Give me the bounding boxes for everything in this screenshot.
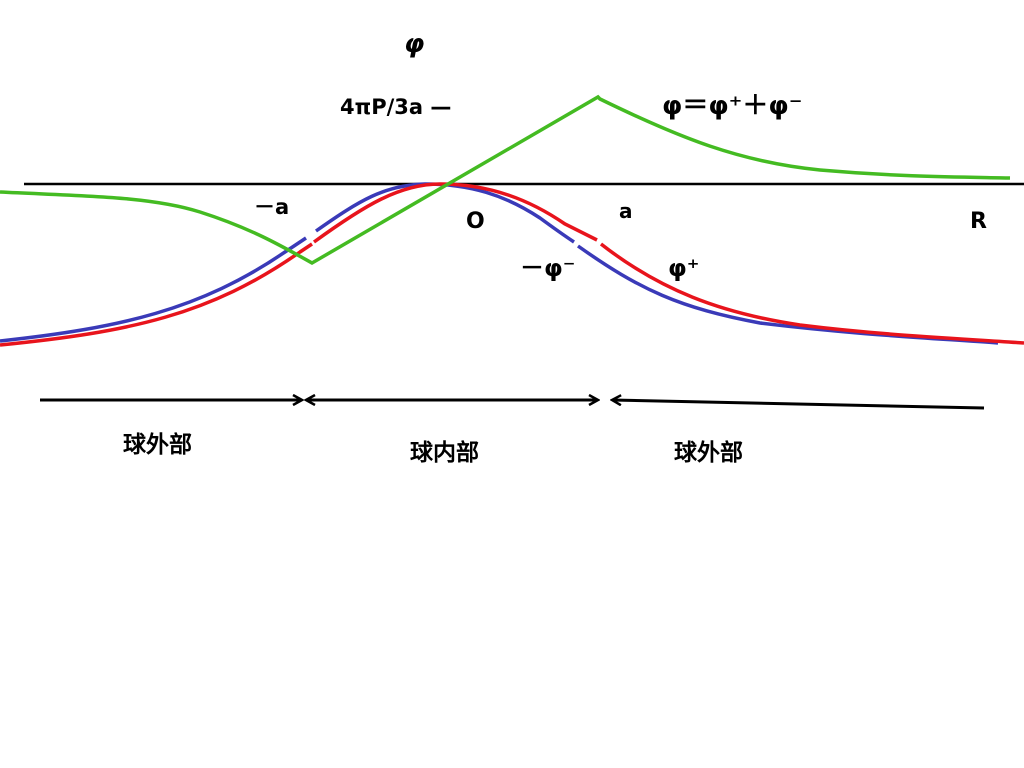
r-end-label: R — [970, 209, 987, 234]
origin-label: O — [466, 209, 485, 234]
pos-a-label: a — [619, 199, 633, 223]
phi-plus-label: φ⁺ — [668, 254, 699, 282]
neg-phi-minus-curve — [0, 236, 307, 343]
region-outer-left-label: 球外部 — [123, 431, 192, 458]
region-outer-right-label: 球外部 — [674, 439, 743, 466]
phi-plus-curve-outer — [599, 242, 1024, 345]
phi-plus-curve — [0, 242, 313, 347]
outer-right-arrow — [612, 400, 985, 410]
phi-plus-curve-inner — [312, 182, 598, 244]
peak-value-label: 4πP/3a — — [340, 95, 451, 119]
neg-phi-minus-curve-outer — [576, 244, 999, 345]
total-phi-curve — [0, 94, 1011, 266]
neg-a-label: －a — [254, 195, 289, 219]
neg-phi-minus-label: －φ⁻ — [520, 254, 575, 282]
region-inner-label: 球内部 — [410, 439, 479, 466]
neg-phi-minus-curve-inner — [314, 182, 575, 244]
phi-axis-label: φ — [404, 29, 424, 59]
total-formula-label: φ＝φ⁺＋φ⁻ — [662, 91, 802, 121]
